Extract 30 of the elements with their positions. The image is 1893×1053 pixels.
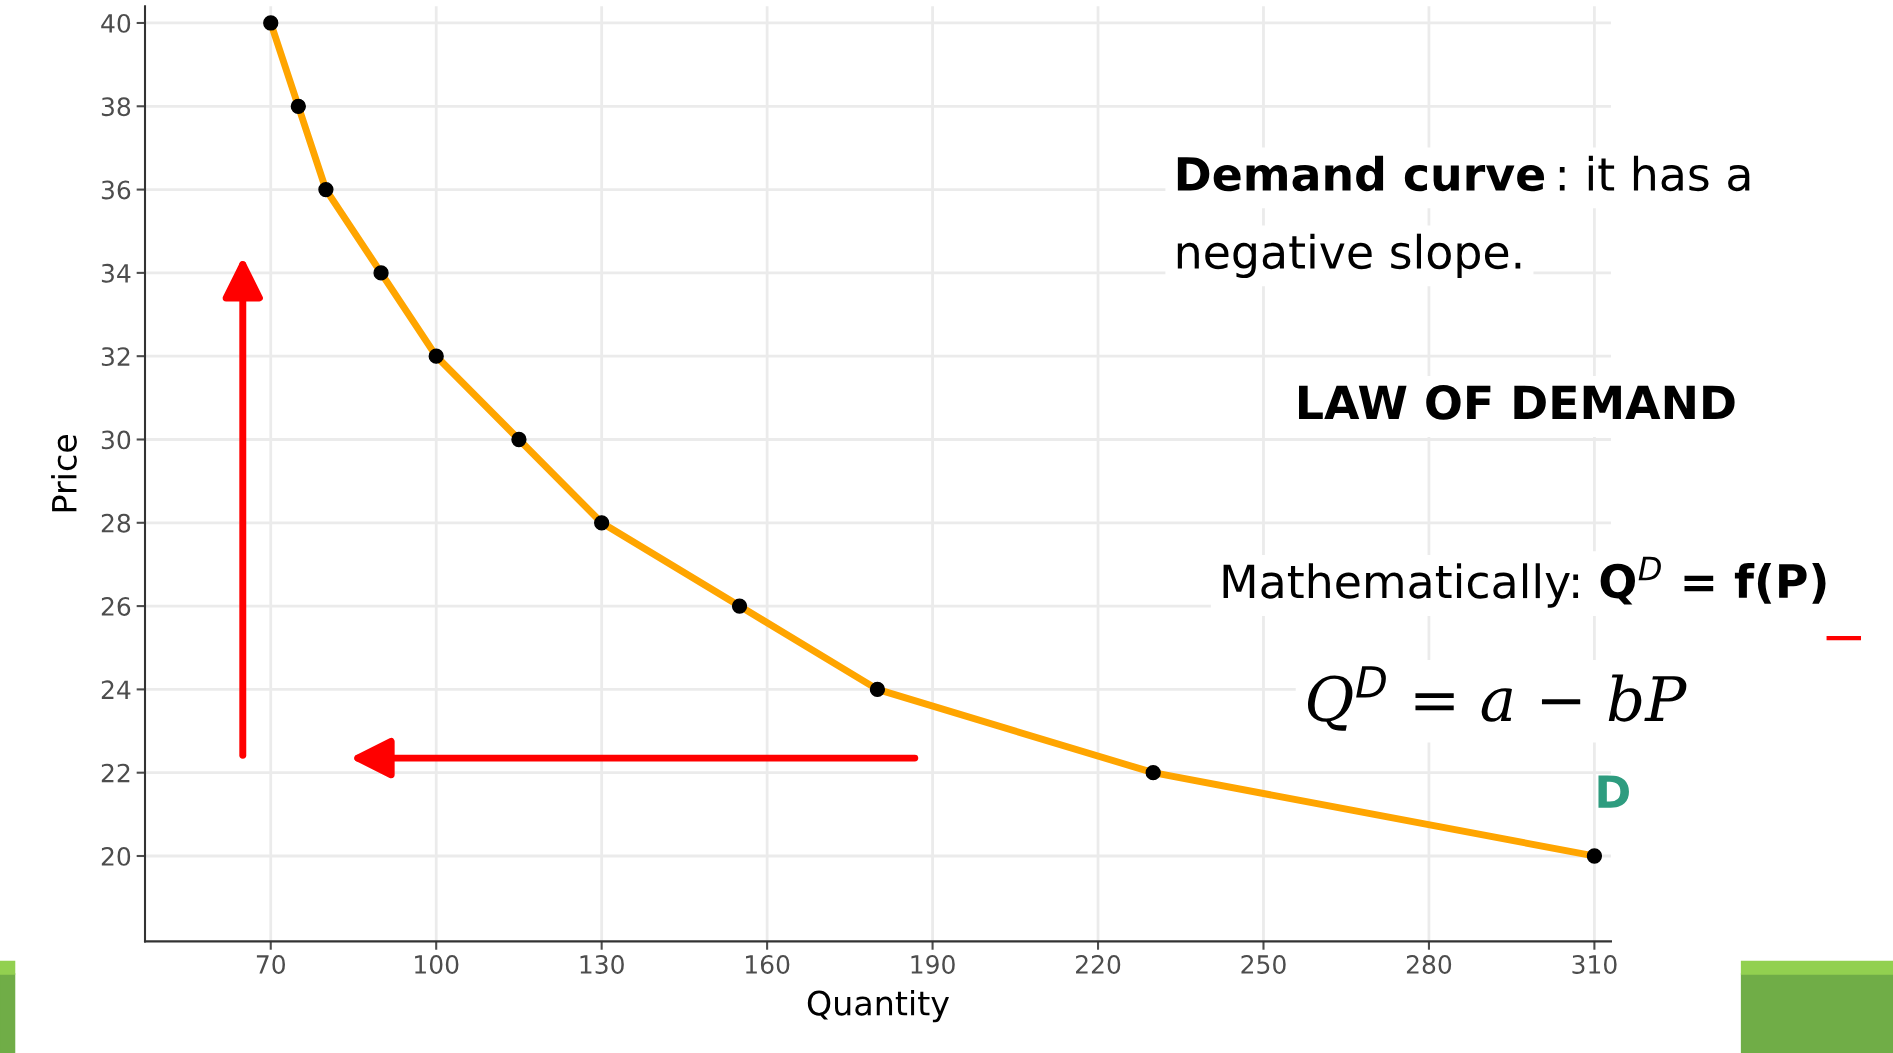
y-tick-label: 34 bbox=[101, 263, 131, 283]
annotation: Demand curve bbox=[1177, 155, 1545, 192]
y-tick-label: 22 bbox=[101, 763, 130, 783]
x-tick-label: 310 bbox=[1572, 955, 1617, 974]
x-tick-label: 100 bbox=[415, 955, 459, 974]
annotation: : it has a bbox=[1559, 155, 1750, 192]
y-tick-label: 24 bbox=[101, 680, 131, 699]
x-tick-label: 70 bbox=[256, 955, 285, 974]
y-tick-label: 38 bbox=[101, 97, 131, 117]
x-tick-label: 220 bbox=[1076, 955, 1121, 974]
y-axis-title: Price bbox=[51, 434, 77, 512]
annotation: Mathematically: bbox=[1223, 563, 1579, 608]
y-tick-label: 26 bbox=[101, 597, 131, 616]
annotation: Q$^{D}$ = a − bP bbox=[1307, 666, 1687, 731]
x-tick-label: 130 bbox=[580, 955, 624, 974]
y-tick-label: 30 bbox=[101, 430, 131, 450]
annotation: D bbox=[1598, 775, 1629, 808]
y-tick-label: 28 bbox=[101, 513, 131, 533]
annotation: LAW OF DEMAND bbox=[1299, 385, 1735, 420]
annotation: negative slope. bbox=[1177, 233, 1521, 279]
y-tick-label: 36 bbox=[101, 180, 131, 200]
x-tick-label: 160 bbox=[746, 955, 790, 974]
y-tick-label: 40 bbox=[101, 13, 131, 33]
x-tick-label: 250 bbox=[1241, 955, 1286, 974]
annotation: Q$^{D}$ = f(P) bbox=[1600, 556, 1826, 605]
x-tick-label: 280 bbox=[1406, 955, 1452, 974]
x-tick-label: 190 bbox=[911, 955, 955, 974]
y-tick-label: 20 bbox=[101, 846, 131, 866]
x-axis-title: Quantity bbox=[807, 989, 949, 1023]
y-tick-label: 32 bbox=[101, 347, 130, 367]
